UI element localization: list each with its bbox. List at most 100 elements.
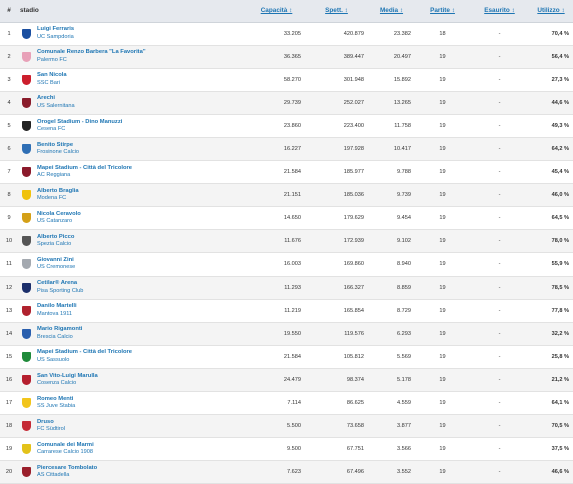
stadium-link[interactable]: Cetilar® Arena bbox=[37, 280, 78, 287]
stadium-cell: Comunale dei Marmi Carrarese Calcio 1908 bbox=[18, 437, 248, 462]
capacity-cell: 11.293 bbox=[248, 276, 305, 300]
average-cell: 9.788 bbox=[368, 160, 415, 185]
club-link[interactable]: UC Sampdoria bbox=[37, 33, 74, 40]
sort-utilization-header[interactable]: Utilizzo ↕ bbox=[529, 0, 573, 23]
club-link[interactable]: US Catanzaro bbox=[37, 218, 73, 225]
stadium-link[interactable]: Romeo Menti bbox=[37, 395, 74, 402]
rank-cell: 2 bbox=[0, 45, 18, 69]
club-link[interactable]: Pisa Sporting Club bbox=[37, 287, 84, 294]
table-row: 9 Nicola Ceravolo US Catanzaro 14.650 179.62… bbox=[0, 206, 573, 231]
spectators-cell: 119.576 bbox=[305, 322, 368, 346]
utilization-cell: 70,4 % bbox=[529, 22, 573, 46]
rank-cell: 9 bbox=[0, 206, 18, 231]
stadium-link[interactable]: Mapei Stadium - Città del Tricolore bbox=[37, 349, 133, 356]
club-link[interactable]: Mantova 1911 bbox=[37, 310, 73, 317]
stadium-link[interactable]: Arechi bbox=[37, 95, 56, 102]
club-link[interactable]: FC Südtirol bbox=[37, 426, 65, 433]
stadium-link[interactable]: Luigi Ferraris bbox=[37, 26, 75, 33]
spectators-cell: 223.400 bbox=[305, 114, 368, 138]
stadium-link[interactable]: Druso bbox=[37, 418, 54, 425]
spectators-cell: 420.879 bbox=[305, 22, 368, 46]
club-link[interactable]: AS Cittadella bbox=[37, 472, 70, 479]
salernitana-crest-icon[interactable] bbox=[22, 97, 31, 108]
sort-capacity-header[interactable]: Capacità ↕ bbox=[248, 0, 305, 23]
stadium-link[interactable]: Giovanni Zini bbox=[37, 257, 74, 264]
cremonese-crest-icon[interactable] bbox=[22, 259, 31, 270]
stadium-link[interactable]: San Nicola bbox=[37, 72, 67, 79]
stadium-link[interactable]: Alberto Picco bbox=[37, 233, 75, 240]
sort-spectators-header[interactable]: Spett. ↕ bbox=[305, 0, 368, 23]
average-cell: 10.417 bbox=[368, 137, 415, 162]
stadium-link[interactable]: Mapei Stadium - Città del Tricolore bbox=[37, 164, 133, 171]
club-link[interactable]: Cosenza Calcio bbox=[37, 379, 77, 386]
mantova-crest-icon[interactable] bbox=[22, 305, 31, 316]
utilization-cell: 45,4 % bbox=[529, 160, 573, 185]
stadium-cell: Romeo Menti SS Juve Stabia bbox=[18, 391, 248, 416]
club-link[interactable]: AC Reggiana bbox=[37, 172, 71, 179]
sold-out-cell: - bbox=[470, 391, 529, 416]
utilization-cell: 32,2 % bbox=[529, 322, 573, 346]
frosinone-crest-icon[interactable] bbox=[22, 144, 31, 155]
sort-matches-header[interactable]: Partite ↕ bbox=[415, 0, 470, 23]
carrarese-crest-icon[interactable] bbox=[22, 444, 31, 455]
club-link[interactable]: Modena FC bbox=[37, 195, 67, 202]
club-link[interactable]: Frosinone Calcio bbox=[37, 149, 79, 156]
sampdoria-crest-icon[interactable] bbox=[22, 28, 31, 39]
club-link[interactable]: US Cremonese bbox=[37, 264, 76, 271]
utilization-cell: 46,0 % bbox=[529, 183, 573, 208]
stadium-link[interactable]: Benito Stirpe bbox=[37, 141, 74, 148]
stadium-link[interactable]: Nicola Ceravolo bbox=[37, 210, 81, 217]
sudtirol-crest-icon[interactable] bbox=[22, 421, 31, 432]
cesena-crest-icon[interactable] bbox=[22, 120, 31, 131]
club-link[interactable]: US Sassuolo bbox=[37, 356, 70, 363]
reggiana-crest-icon[interactable] bbox=[22, 167, 31, 178]
club-link[interactable]: US Salernitana bbox=[37, 102, 75, 109]
stadium-cell: San Vito-Luigi Marulla Cosenza Calcio bbox=[18, 368, 248, 393]
matches-cell: 19 bbox=[415, 206, 470, 231]
sold-out-cell: - bbox=[470, 252, 529, 277]
cosenza-crest-icon[interactable] bbox=[22, 374, 31, 385]
sassuolo-crest-icon[interactable] bbox=[22, 351, 31, 362]
stadium-link[interactable]: Mario Rigamonti bbox=[37, 326, 83, 333]
matches-cell: 19 bbox=[415, 414, 470, 439]
catanzaro-crest-icon[interactable] bbox=[22, 213, 31, 224]
stadium-link[interactable]: San Vito-Luigi Marulla bbox=[37, 372, 98, 379]
stadium-link[interactable]: Comunale dei Marmi bbox=[37, 441, 94, 448]
juve-stabia-crest-icon[interactable] bbox=[22, 398, 31, 409]
stadium-link[interactable]: Danilo Martelli bbox=[37, 303, 77, 310]
club-link[interactable]: Carrarese Calcio 1908 bbox=[37, 449, 93, 456]
club-link[interactable]: Spezia Calcio bbox=[37, 241, 72, 248]
stadium-cell: Mapei Stadium - Città del Tricolore AC Re… bbox=[18, 160, 248, 185]
matches-cell: 19 bbox=[415, 368, 470, 393]
modena-crest-icon[interactable] bbox=[22, 190, 31, 201]
pisa-crest-icon[interactable] bbox=[22, 282, 31, 293]
stadium-link[interactable]: Orogel Stadium - Dino Manuzzi bbox=[37, 118, 123, 125]
spezia-crest-icon[interactable] bbox=[22, 236, 31, 247]
matches-cell: 19 bbox=[415, 252, 470, 277]
palermo-crest-icon[interactable] bbox=[22, 51, 31, 62]
stadium-link[interactable]: Comunale Renzo Barbera "La Favorita" bbox=[37, 49, 146, 56]
sort-sold-out-header[interactable]: Esaurito ↕ bbox=[470, 0, 529, 23]
stadium-link[interactable]: Alberto Braglia bbox=[37, 187, 79, 194]
club-link[interactable]: Cesena FC bbox=[37, 125, 66, 132]
capacity-cell: 21.584 bbox=[248, 345, 305, 369]
table-row: 5 Orogel Stadium - Dino Manuzzi Cesena FC 2… bbox=[0, 114, 573, 138]
utilization-cell: 25,8 % bbox=[529, 345, 573, 369]
rank-cell: 13 bbox=[0, 299, 18, 323]
stadium-link[interactable]: Piercesare Tombolato bbox=[37, 464, 98, 471]
club-link[interactable]: SSC Bari bbox=[37, 79, 61, 86]
club-link[interactable]: Palermo FC bbox=[37, 56, 67, 63]
club-link[interactable]: Brescia Calcio bbox=[37, 333, 73, 340]
club-link[interactable]: SS Juve Stabia bbox=[37, 403, 76, 410]
utilization-cell: 27,3 % bbox=[529, 68, 573, 92]
cittadella-crest-icon[interactable] bbox=[22, 467, 31, 478]
table-body: 1 Luigi Ferraris UC Sampdoria 33.205 420.879… bbox=[0, 22, 573, 484]
average-cell: 5.178 bbox=[368, 368, 415, 393]
spectators-cell: 67.496 bbox=[305, 460, 368, 484]
stadium-cell: Alberto Braglia Modena FC bbox=[18, 183, 248, 208]
brescia-crest-icon[interactable] bbox=[22, 328, 31, 339]
sort-average-header[interactable]: Media ↕ bbox=[368, 0, 415, 23]
spectators-cell: 301.948 bbox=[305, 68, 368, 92]
bari-crest-icon[interactable] bbox=[22, 74, 31, 85]
